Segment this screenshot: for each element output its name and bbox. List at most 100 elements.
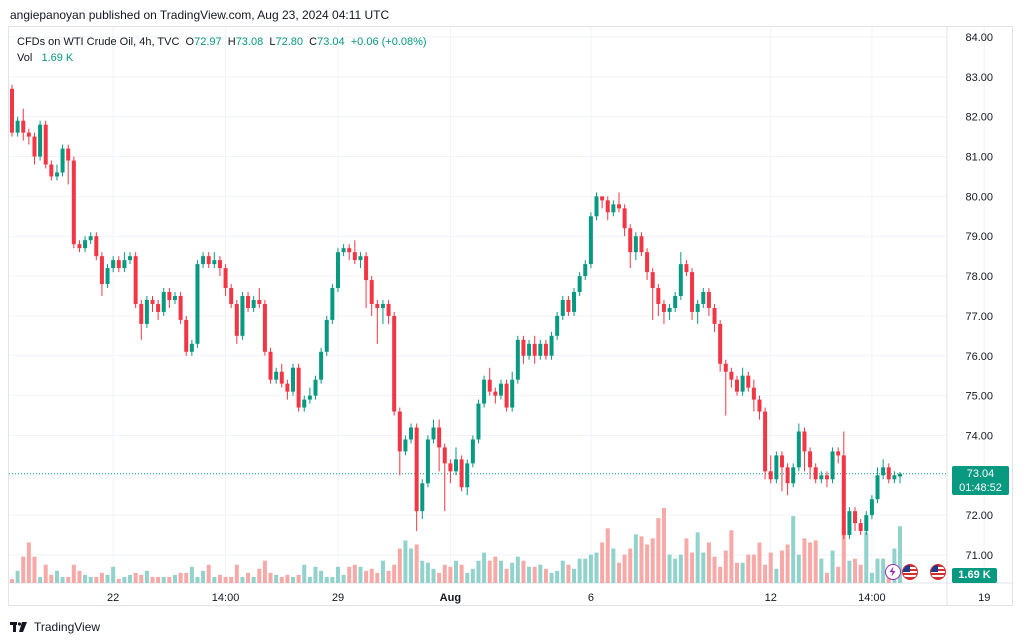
- volume-bar: [448, 566, 453, 583]
- legend-vol-label: Vol: [17, 52, 33, 64]
- volume-bar: [476, 560, 481, 583]
- candle-body: [706, 292, 711, 308]
- candle-body: [779, 455, 784, 468]
- volume-bar: [291, 576, 296, 583]
- candle-body: [369, 280, 374, 304]
- candle-body: [763, 411, 768, 472]
- y-tick-label: 82.00: [965, 112, 993, 124]
- candle-body: [99, 256, 104, 285]
- candle-body: [487, 379, 492, 392]
- candle-body: [167, 292, 172, 300]
- candle-body: [757, 399, 762, 412]
- volume-bar: [482, 552, 487, 583]
- volume-bar: [324, 576, 329, 583]
- us-flag-icon[interactable]: [902, 564, 918, 580]
- volume-bar: [431, 568, 436, 583]
- legend-open-label: O: [185, 36, 195, 48]
- volume-bar: [510, 562, 515, 583]
- chart-frame[interactable]: [8, 26, 1013, 606]
- x-tick-label: 19: [978, 592, 990, 604]
- candle-body: [684, 264, 689, 273]
- candle-body: [476, 403, 481, 440]
- candle-body: [616, 204, 621, 209]
- x-tick-label: 14:00: [858, 592, 886, 604]
- candle-body: [791, 467, 796, 484]
- volume-bar: [841, 528, 846, 583]
- volume-bar: [358, 566, 363, 583]
- candle-body: [836, 451, 841, 456]
- candle-body: [313, 379, 318, 396]
- volume-bar: [38, 576, 43, 583]
- volume-bar: [869, 572, 874, 583]
- candle-body: [498, 383, 503, 396]
- footer-brand[interactable]: TradingView: [34, 620, 101, 634]
- volume-bar: [94, 576, 99, 583]
- volume-bar: [650, 538, 655, 583]
- legend-symbol[interactable]: CFDs on WTI Crude Oil, 4h, TVC: [17, 36, 180, 48]
- volume-bar: [128, 574, 133, 583]
- candle-body: [217, 260, 222, 269]
- volume-bar: [853, 558, 858, 583]
- volume-bar: [706, 542, 711, 583]
- candle-body: [324, 319, 329, 352]
- candle-body: [853, 511, 858, 524]
- bar-countdown: 01:48:52: [959, 482, 1002, 494]
- candle-body: [111, 260, 116, 269]
- volume-bar: [217, 574, 222, 583]
- volume-bar: [156, 576, 161, 583]
- volume-bar: [656, 518, 661, 583]
- volume-bar: [622, 554, 627, 583]
- candle-body: [330, 288, 335, 320]
- candle-body: [425, 439, 430, 484]
- candle-body: [364, 256, 369, 281]
- candle-body: [886, 467, 891, 480]
- volume-bar: [15, 570, 20, 583]
- candle-body: [156, 303, 161, 312]
- candle-body: [869, 499, 874, 516]
- volume-bar: [718, 566, 723, 583]
- volume-bar: [335, 566, 340, 583]
- volume-bar: [813, 540, 818, 583]
- volume-bar: [133, 572, 138, 583]
- candle-body: [594, 196, 599, 217]
- candle-body: [875, 475, 880, 500]
- candle-body: [774, 455, 779, 480]
- volume-bar: [858, 564, 863, 583]
- volume-bar: [66, 576, 71, 583]
- volume-bar: [49, 574, 54, 583]
- lightning-icon[interactable]: [885, 564, 901, 580]
- volume-bar: [723, 550, 728, 583]
- volume-bar: [577, 558, 582, 583]
- candle-body: [150, 299, 155, 304]
- volume-bar: [229, 576, 234, 583]
- legend-open: 72.97: [194, 36, 222, 48]
- volume-bar: [319, 570, 324, 583]
- candle-body: [661, 303, 666, 312]
- candle-body: [808, 451, 813, 468]
- candle-body: [347, 248, 352, 253]
- candle-body: [189, 343, 194, 352]
- volume-bar: [796, 554, 801, 583]
- volume-bar: [729, 530, 734, 583]
- candle-body: [380, 303, 385, 308]
- volume-bar: [88, 576, 93, 583]
- volume-bar: [21, 556, 26, 583]
- candle-body: [566, 299, 571, 312]
- volume-bar: [364, 570, 369, 583]
- volume-bar: [791, 516, 796, 583]
- us-flag-icon[interactable]: [930, 564, 946, 580]
- volume-bar: [639, 536, 644, 583]
- volume-bar: [774, 568, 779, 583]
- candle-body: [611, 204, 616, 213]
- volume-bar: [330, 576, 335, 583]
- candle-body: [813, 467, 818, 480]
- volume-bar: [690, 552, 695, 583]
- volume-bar: [504, 568, 509, 583]
- candle-body: [223, 268, 228, 289]
- volume-bar: [493, 556, 498, 583]
- volume-bar: [628, 548, 633, 583]
- candle-body: [195, 264, 200, 344]
- candle-body: [403, 439, 408, 452]
- volume-bar: [77, 570, 82, 583]
